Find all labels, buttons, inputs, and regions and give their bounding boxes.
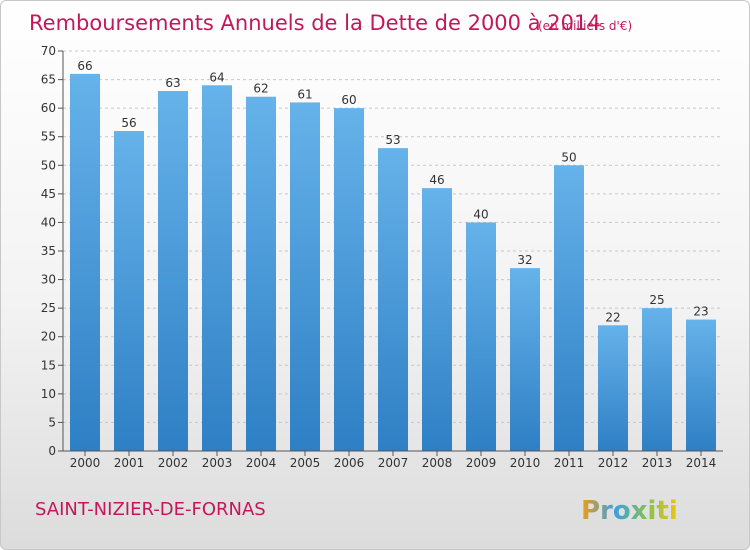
bar bbox=[334, 108, 364, 452]
bar-value-label: 63 bbox=[165, 76, 180, 90]
x-tick-label: 2008 bbox=[422, 456, 453, 470]
bar-value-label: 53 bbox=[385, 133, 400, 147]
bar bbox=[202, 85, 232, 452]
x-tick-label: 2009 bbox=[466, 456, 497, 470]
y-tick-label: 0 bbox=[48, 444, 56, 458]
x-tick-label: 2000 bbox=[70, 456, 101, 470]
bar-value-label: 46 bbox=[429, 173, 444, 187]
proxiti-logo: Proxiti bbox=[581, 496, 678, 526]
bar-value-label: 61 bbox=[297, 87, 312, 101]
bar bbox=[466, 222, 496, 451]
x-tick-label: 2013 bbox=[642, 456, 673, 470]
y-tick-label: 15 bbox=[41, 358, 56, 372]
bar-value-label: 60 bbox=[341, 93, 356, 107]
axis-layer: 0 5 10 15 20 25 30 35 40 45 50 55 60 65 70 2000 2001 2002… bbox=[41, 44, 723, 470]
x-tick-label: 2006 bbox=[334, 456, 365, 470]
x-tick-label: 2011 bbox=[554, 456, 585, 470]
y-tick-label: 5 bbox=[48, 415, 56, 429]
y-tick-label: 70 bbox=[41, 44, 56, 58]
x-tick-label: 2001 bbox=[114, 456, 145, 470]
y-tick-label: 45 bbox=[41, 187, 56, 201]
chart-title: Remboursements Annuels de la Dette de 20… bbox=[29, 11, 601, 35]
y-tick-label: 25 bbox=[41, 301, 56, 315]
x-tick-label: 2004 bbox=[246, 456, 277, 470]
bar bbox=[422, 188, 452, 451]
x-tick-label: 2003 bbox=[202, 456, 233, 470]
bar bbox=[114, 131, 144, 451]
x-tick-label: 2005 bbox=[290, 456, 321, 470]
bar-value-label: 25 bbox=[649, 293, 664, 307]
bar-value-label: 56 bbox=[121, 116, 136, 130]
commune-name: SAINT-NIZIER-DE-FORNAS bbox=[35, 499, 266, 520]
x-tick-label: 2010 bbox=[510, 456, 541, 470]
bar bbox=[246, 96, 276, 451]
bar-value-label: 62 bbox=[253, 82, 268, 96]
y-tick-label: 40 bbox=[41, 215, 56, 229]
y-tick-label: 60 bbox=[41, 101, 56, 115]
bar bbox=[642, 308, 672, 451]
y-tick-label: 35 bbox=[41, 244, 56, 258]
x-tick-label: 2007 bbox=[378, 456, 409, 470]
x-tick-label: 2012 bbox=[598, 456, 629, 470]
bar bbox=[510, 268, 540, 451]
y-tick-label: 65 bbox=[41, 73, 56, 87]
y-tick-label: 20 bbox=[41, 330, 56, 344]
x-tick-label: 2014 bbox=[686, 456, 717, 470]
bar-value-label: 23 bbox=[693, 305, 708, 319]
x-tick-label: 2002 bbox=[158, 456, 189, 470]
bar bbox=[378, 148, 408, 451]
bar bbox=[686, 319, 716, 451]
bar-value-label: 50 bbox=[561, 150, 576, 164]
y-tick-label: 10 bbox=[41, 387, 56, 401]
bar-value-label: 32 bbox=[517, 253, 532, 267]
bar bbox=[290, 102, 320, 451]
bar bbox=[554, 165, 584, 452]
y-tick-label: 55 bbox=[41, 130, 56, 144]
y-tick-label: 30 bbox=[41, 273, 56, 287]
bar bbox=[70, 73, 100, 451]
bar-value-label: 22 bbox=[605, 310, 620, 324]
bar bbox=[598, 325, 628, 451]
bar-value-label: 66 bbox=[77, 59, 92, 73]
chart-unit: (en milliers d'€) bbox=[538, 19, 632, 33]
bar-value-label: 64 bbox=[209, 70, 224, 84]
y-tick-label: 50 bbox=[41, 158, 56, 172]
bar-value-label: 40 bbox=[473, 207, 488, 221]
bar bbox=[158, 91, 188, 451]
bars-layer: 66 56 63 64 62 61 60 53 46 40 32 50 22 25 23 bbox=[70, 59, 716, 452]
